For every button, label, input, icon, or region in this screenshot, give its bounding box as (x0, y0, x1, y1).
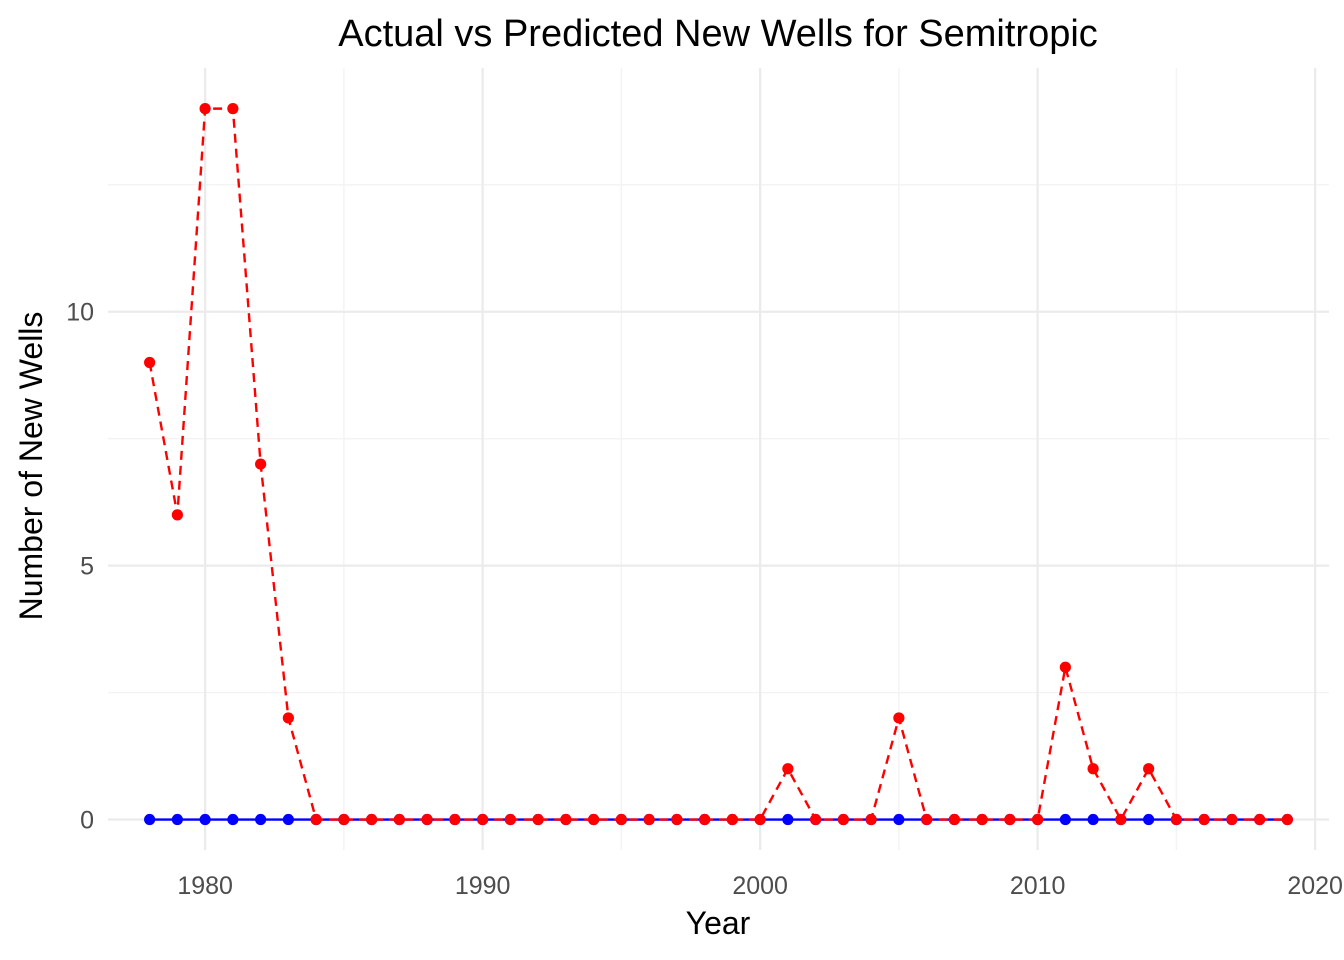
series (144, 103, 1293, 826)
data-point (782, 813, 794, 826)
data-point (754, 813, 766, 826)
data-point (948, 813, 960, 826)
data-point (393, 813, 405, 826)
data-point (1115, 813, 1127, 826)
data-point (227, 103, 239, 115)
data-point (671, 813, 683, 826)
data-point (588, 813, 600, 826)
data-point (477, 813, 489, 826)
x-axis-label: Year (686, 905, 751, 941)
data-point (421, 813, 433, 826)
data-point (227, 813, 239, 826)
x-tick-label: 2010 (1010, 872, 1066, 900)
data-point (1143, 813, 1155, 826)
grid (108, 68, 1329, 850)
data-point (282, 712, 294, 724)
data-point (865, 813, 877, 826)
data-point (699, 813, 711, 826)
data-point (338, 813, 350, 826)
tick-labels: 1980 1990 2000 2010 2020 0 5 10 (66, 299, 1343, 900)
data-point (893, 712, 905, 724)
data-point (810, 813, 822, 826)
y-tick-label: 5 (80, 553, 94, 581)
data-point (1087, 813, 1099, 826)
data-point (449, 813, 461, 826)
data-point (1170, 813, 1182, 826)
data-point (532, 813, 544, 826)
data-point (144, 356, 156, 369)
data-point (282, 813, 294, 826)
data-point (1032, 813, 1044, 826)
data-point (1198, 813, 1210, 826)
data-point (255, 458, 267, 470)
x-tick-label: 1990 (455, 872, 511, 900)
data-point (310, 813, 322, 826)
x-tick-label: 2000 (732, 872, 788, 900)
data-point (171, 813, 183, 826)
data-point (1004, 813, 1016, 826)
data-point (643, 813, 655, 826)
data-point (1254, 813, 1266, 826)
chart-title: Actual vs Predicted New Wells for Semitr… (338, 13, 1098, 55)
y-tick-label: 10 (66, 299, 94, 327)
data-point (366, 813, 378, 826)
data-point (144, 813, 156, 826)
x-tick-label: 1980 (177, 872, 233, 900)
data-point (726, 813, 738, 826)
data-point (1059, 813, 1071, 826)
data-point (1226, 813, 1238, 826)
data-point (1281, 813, 1293, 826)
data-point (504, 813, 516, 826)
data-point (615, 813, 627, 826)
data-point (837, 813, 849, 826)
data-point (199, 813, 211, 826)
data-point (560, 813, 572, 826)
x-tick-label: 2020 (1287, 872, 1343, 900)
series-line (148, 107, 1288, 823)
data-point (976, 813, 988, 826)
data-point (893, 813, 905, 826)
data-point (255, 813, 267, 826)
data-point (1059, 661, 1071, 673)
data-point (171, 509, 183, 521)
data-point (782, 763, 794, 775)
data-point (1087, 763, 1099, 775)
series-2 (144, 103, 1293, 826)
data-point (1143, 763, 1155, 775)
data-point (921, 813, 933, 826)
data-point (199, 103, 211, 115)
y-tick-label: 0 (80, 807, 94, 835)
y-axis-label: Number of New Wells (13, 312, 49, 621)
